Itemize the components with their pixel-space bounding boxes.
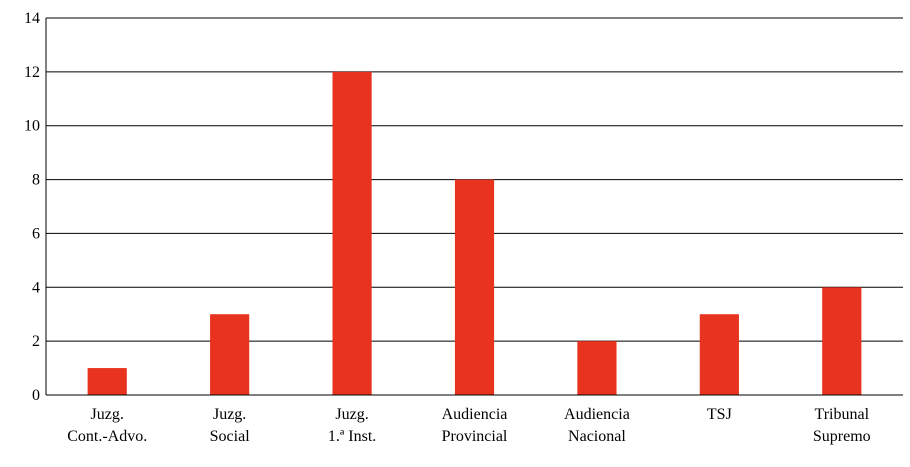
bar-2 <box>332 71 372 395</box>
x-category-label-4: Audiencia Nacional <box>564 406 630 445</box>
x-category-label-0: Juzg. Cont.-Advo. <box>67 406 147 445</box>
x-category-label-3: Audiencia Provincial <box>442 406 508 445</box>
y-tick-label-2: 2 <box>32 333 40 350</box>
bar-6 <box>822 287 862 395</box>
x-category-label-line: Audiencia <box>564 406 630 423</box>
x-category-label-line: TSJ <box>707 406 732 423</box>
x-category-label-line: Cont.-Advo. <box>67 428 147 445</box>
x-category-label-line: Social <box>210 428 251 445</box>
y-tick-label-6: 6 <box>32 225 40 242</box>
x-category-label-line: Nacional <box>568 428 626 445</box>
y-tick-label-8: 8 <box>32 172 40 189</box>
axes <box>45 18 903 396</box>
bar-1 <box>210 314 250 395</box>
y-tick-label-0: 0 <box>32 387 40 404</box>
y-tick-label-4: 4 <box>32 279 40 296</box>
y-tick-label-10: 10 <box>24 118 40 135</box>
y-tick-labels: 0 2 4 6 8 10 12 14 <box>24 10 40 404</box>
y-tick-label-14: 14 <box>24 10 40 27</box>
x-category-label-6: Tribunal Supremo <box>813 406 871 445</box>
x-category-label-line: Audiencia <box>442 406 508 423</box>
x-category-label-line: Supremo <box>813 428 871 445</box>
x-category-label-line: Provincial <box>442 428 508 445</box>
x-category-labels: Juzg. Cont.-Advo. Juzg. Social Juzg. 1.ª Inst… <box>67 406 870 445</box>
x-category-label-line: Juzg. <box>91 406 124 423</box>
y-tick-label-12: 12 <box>24 64 40 81</box>
x-category-label-5: TSJ <box>707 406 732 423</box>
x-category-label-2: Juzg. 1.ª Inst. <box>328 406 376 445</box>
x-category-label-1: Juzg. Social <box>210 406 251 445</box>
bar-4 <box>577 341 617 395</box>
x-category-label-line: Tribunal <box>815 406 870 423</box>
x-category-label-line: 1.ª Inst. <box>328 428 376 445</box>
bar-5 <box>699 314 739 395</box>
x-category-label-line: Juzg. <box>213 406 246 423</box>
bars <box>87 71 862 395</box>
bar-3 <box>454 179 495 395</box>
bar-0 <box>87 368 127 395</box>
x-category-label-line: Juzg. <box>335 406 368 423</box>
